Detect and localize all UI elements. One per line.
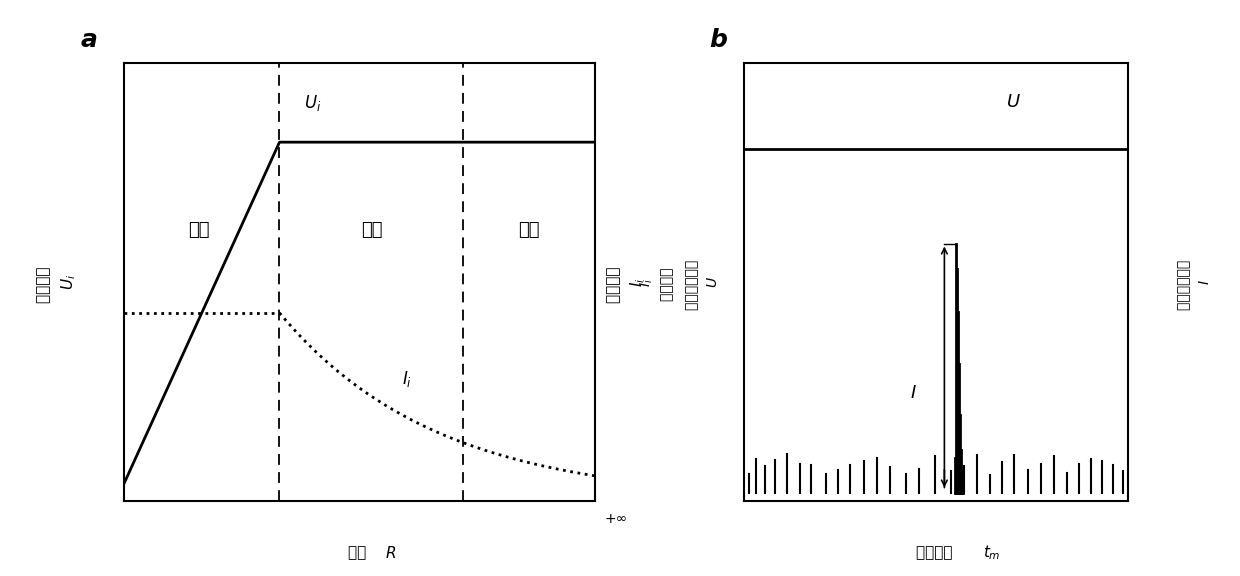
Text: 恒压: 恒压 [361,221,382,238]
Text: $I_i$: $I_i$ [627,278,647,287]
Text: $U_i$: $U_i$ [304,93,321,113]
Text: $R$: $R$ [386,545,396,561]
Text: 脉冲放电电流: 脉冲放电电流 [1177,255,1192,309]
Text: a: a [81,28,98,52]
Text: 脉冲放电电压: 脉冲放电电压 [684,255,699,309]
Text: 输入电流: 输入电流 [606,262,621,303]
Text: b: b [709,28,727,52]
Text: $U_i$: $U_i$ [58,274,78,290]
Text: $t_m$: $t_m$ [983,544,1001,562]
Text: 断路: 断路 [518,221,539,238]
Text: $U$: $U$ [706,276,720,288]
Text: $I$: $I$ [910,384,918,402]
Text: 恒流: 恒流 [188,221,210,238]
Text: 负载: 负载 [348,545,371,560]
Text: 输入电流: 输入电流 [660,263,675,301]
Text: $U$: $U$ [1006,93,1021,111]
Text: $I_i$: $I_i$ [402,369,412,389]
Text: 采样时间: 采样时间 [915,545,957,560]
Text: +∞: +∞ [605,511,627,526]
Text: 输入电压: 输入电压 [36,262,51,303]
Text: $I_i$: $I_i$ [639,278,656,287]
Text: $I$: $I$ [1198,279,1213,285]
